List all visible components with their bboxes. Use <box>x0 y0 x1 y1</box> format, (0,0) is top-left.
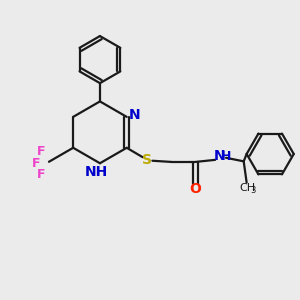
Text: NH: NH <box>85 165 108 179</box>
Text: H: H <box>221 149 231 163</box>
Text: F: F <box>37 145 45 158</box>
Text: O: O <box>190 182 201 196</box>
Text: F: F <box>32 157 40 170</box>
Text: N: N <box>214 149 225 163</box>
Text: N: N <box>128 108 140 122</box>
Text: 3: 3 <box>250 186 256 195</box>
Text: F: F <box>37 168 45 181</box>
Text: S: S <box>142 153 152 166</box>
Text: CH: CH <box>239 183 256 194</box>
